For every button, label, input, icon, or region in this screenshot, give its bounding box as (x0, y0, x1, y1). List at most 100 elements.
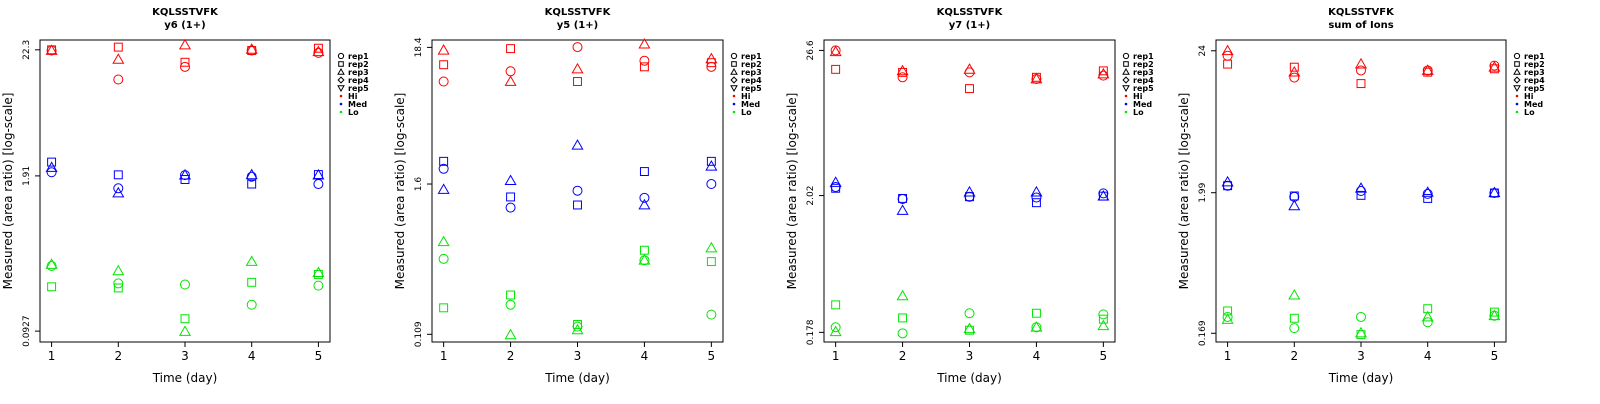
y-tick-label: 24 (1198, 45, 1208, 57)
x-tick-label: 2 (114, 349, 122, 363)
data-point (1422, 317, 1433, 328)
data-point (638, 198, 651, 210)
chart-subtitle: y6 (1+) (164, 20, 205, 31)
legend-marker (730, 68, 738, 75)
legend-label: rep2 (1524, 60, 1545, 69)
y-axis-label: Measured (area ratio) [log-scale] (1177, 93, 1191, 290)
data-point (1356, 190, 1366, 200)
chart-subtitle: sum of Ions (1328, 20, 1393, 31)
y-axis-label: Measured (area ratio) [log-scale] (393, 93, 407, 290)
legend-marker (732, 110, 736, 114)
chart-subtitle: y5 (1+) (557, 20, 598, 31)
legend-label: rep1 (741, 52, 762, 61)
data-point (313, 179, 324, 190)
x-axis-label: Time (day) (544, 371, 610, 385)
legend-label: rep1 (1133, 52, 1154, 61)
data-point (706, 179, 717, 190)
data-point (1288, 199, 1301, 211)
x-tick-label: 1 (1224, 349, 1232, 363)
legend-label: Lo (348, 108, 359, 117)
data-point (639, 167, 649, 177)
y-tick-label: 1.91 (22, 166, 32, 186)
legend-marker (1122, 68, 1130, 75)
y-axis-label: Measured (area ratio) [log-scale] (785, 93, 799, 290)
data-point (898, 313, 908, 323)
data-point (113, 42, 123, 52)
data-point (180, 57, 190, 67)
data-point (963, 322, 976, 334)
data-point (1354, 182, 1368, 193)
legend-marker (339, 94, 343, 98)
legend-label: Hi (348, 92, 358, 101)
data-point (178, 38, 192, 50)
data-point (572, 185, 583, 196)
data-point (1289, 72, 1300, 83)
data-point (247, 277, 257, 287)
x-tick-label: 4 (641, 349, 649, 363)
data-point (180, 61, 190, 72)
data-point (1221, 313, 1234, 324)
data-point (831, 64, 841, 74)
legend-label: rep1 (348, 52, 369, 61)
data-point (1097, 189, 1110, 201)
data-point (1288, 65, 1301, 77)
data-point (831, 300, 841, 310)
legend-marker (1122, 76, 1130, 84)
data-point (113, 278, 124, 289)
data-point (505, 66, 516, 77)
x-tick-label: 3 (966, 349, 974, 363)
legend-label: rep5 (1133, 84, 1154, 93)
data-point (638, 254, 651, 265)
data-point (706, 156, 716, 166)
x-tick-label: 5 (1100, 349, 1108, 363)
legend-label: Med (741, 100, 760, 109)
y-tick-label: 18.4 (414, 37, 424, 57)
legend-label: rep2 (1133, 60, 1154, 69)
data-point (573, 319, 582, 329)
data-point (45, 161, 58, 172)
legend-label: rep1 (1524, 52, 1545, 61)
y-tick-label: 22.3 (22, 40, 32, 60)
legend-marker (730, 76, 738, 84)
legend-marker (1122, 85, 1130, 92)
data-point (1488, 309, 1501, 321)
data-point (112, 264, 125, 276)
x-tick-label: 3 (181, 349, 189, 363)
data-point (47, 282, 57, 292)
data-point (1030, 72, 1043, 84)
data-point (964, 191, 975, 202)
legend-label: Lo (1133, 108, 1144, 117)
legend-marker (339, 110, 343, 114)
data-point (437, 183, 450, 194)
data-point (113, 74, 124, 85)
legend-marker (337, 52, 345, 60)
chart-panel-4: KQLSSTVFK sum of Ions 1 2 3 4 5 0.169 1.99 24 Time… (1177, 7, 1545, 385)
data-point (1221, 44, 1234, 56)
data-point (1423, 193, 1433, 203)
data-point (572, 321, 583, 332)
legend-label: Hi (1524, 92, 1534, 101)
data-point (1031, 198, 1041, 208)
data-point (896, 64, 909, 76)
legend-label: rep4 (1133, 76, 1154, 85)
legend-label: rep5 (741, 84, 762, 93)
data-point (178, 168, 192, 180)
data-point (897, 328, 908, 339)
data-point (506, 192, 516, 202)
data-point (439, 303, 449, 313)
data-point (1488, 186, 1501, 198)
data-point (572, 42, 583, 53)
data-point (45, 258, 58, 269)
data-point (638, 37, 651, 49)
legend-label: Hi (1133, 92, 1143, 101)
data-point (1221, 175, 1234, 187)
legend-marker (732, 102, 736, 106)
legend-marker (1124, 102, 1128, 106)
legend-label: rep3 (741, 68, 762, 77)
data-point (506, 44, 516, 54)
data-point (573, 77, 582, 86)
data-point (1097, 319, 1110, 331)
data-point (1289, 62, 1299, 72)
legend-label: rep3 (348, 68, 369, 77)
